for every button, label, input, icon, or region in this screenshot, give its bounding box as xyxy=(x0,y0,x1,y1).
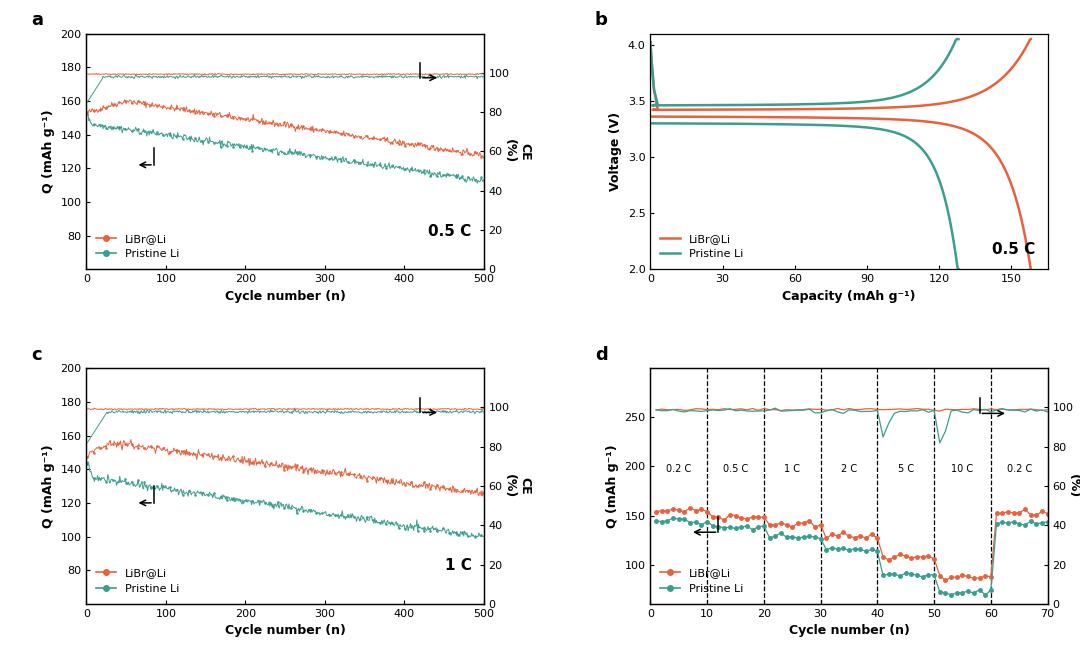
Y-axis label: Q (mAh g⁻¹): Q (mAh g⁻¹) xyxy=(42,109,55,193)
Y-axis label: Voltage (V): Voltage (V) xyxy=(609,112,622,191)
Text: b: b xyxy=(595,11,608,29)
Text: 0.2 C: 0.2 C xyxy=(666,464,691,474)
Y-axis label: CE
(%): CE (%) xyxy=(503,474,531,498)
X-axis label: Capacity (mAh g⁻¹): Capacity (mAh g⁻¹) xyxy=(782,290,916,303)
Y-axis label: CE
(%): CE (%) xyxy=(1067,474,1080,498)
Legend: LiBr@Li, Pristine Li: LiBr@Li, Pristine Li xyxy=(92,229,184,264)
Text: d: d xyxy=(595,346,608,364)
Y-axis label: Q (mAh g⁻¹): Q (mAh g⁻¹) xyxy=(42,444,55,528)
Text: 2 C: 2 C xyxy=(841,464,858,474)
Text: 10 C: 10 C xyxy=(951,464,973,474)
Text: 5 C: 5 C xyxy=(897,464,914,474)
X-axis label: Cycle number (n): Cycle number (n) xyxy=(225,624,346,637)
Legend: LiBr@Li, Pristine Li: LiBr@Li, Pristine Li xyxy=(656,564,748,599)
Legend: LiBr@Li, Pristine Li: LiBr@Li, Pristine Li xyxy=(656,229,748,264)
Text: a: a xyxy=(31,11,43,29)
Y-axis label: Q (mAh g⁻¹): Q (mAh g⁻¹) xyxy=(606,444,619,528)
Text: 1 C: 1 C xyxy=(784,464,800,474)
Text: 0.5 C: 0.5 C xyxy=(723,464,748,474)
Text: 0.5 C: 0.5 C xyxy=(993,242,1036,258)
Text: 0.2 C: 0.2 C xyxy=(1007,464,1031,474)
Legend: LiBr@Li, Pristine Li: LiBr@Li, Pristine Li xyxy=(92,564,184,599)
X-axis label: Cycle number (n): Cycle number (n) xyxy=(788,624,909,637)
Text: c: c xyxy=(31,346,41,364)
X-axis label: Cycle number (n): Cycle number (n) xyxy=(225,290,346,303)
Text: 0.5 C: 0.5 C xyxy=(429,223,472,239)
Y-axis label: CE
(%): CE (%) xyxy=(503,140,531,164)
Text: 1 C: 1 C xyxy=(445,558,472,573)
